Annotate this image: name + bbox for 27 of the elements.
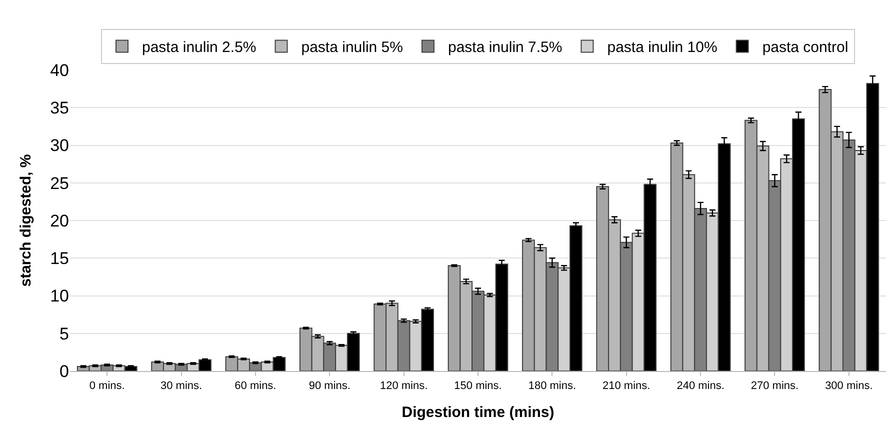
x-tick-label: 150 mins. bbox=[454, 380, 502, 392]
legend-label: pasta inulin 10% bbox=[607, 39, 718, 56]
x-axis-title: Digestion time (mins) bbox=[402, 404, 554, 422]
y-axis-title: starch digested, % bbox=[17, 154, 34, 287]
x-tick-label: 270 mins. bbox=[750, 380, 799, 392]
y-tick-label: 40 bbox=[50, 60, 69, 80]
x-tick-label: 180 mins. bbox=[528, 380, 576, 392]
x-tick-label: 90 mins. bbox=[308, 380, 350, 392]
y-tick-label: 15 bbox=[50, 249, 69, 268]
y-tick-label: 5 bbox=[60, 324, 69, 344]
legend-label: pasta inulin 5% bbox=[301, 39, 403, 56]
legend-label: pasta inulin 7.5% bbox=[448, 39, 562, 56]
y-tick-label: 30 bbox=[50, 136, 69, 156]
x-tick-label: 0 mins. bbox=[89, 380, 125, 392]
y-tick-label: 35 bbox=[50, 98, 69, 118]
x-tick-label: 210 mins. bbox=[602, 380, 650, 392]
x-tick-label: 240 mins. bbox=[676, 380, 724, 392]
x-tick-label: 120 mins. bbox=[380, 380, 428, 392]
y-tick-label: 0 bbox=[60, 362, 69, 381]
y-tick-label: 10 bbox=[50, 286, 69, 306]
x-tick-label: 300 mins. bbox=[825, 380, 873, 392]
y-tick-label: 20 bbox=[50, 211, 69, 230]
x-tick-label: 30 mins. bbox=[160, 380, 202, 392]
legend-label: pasta control bbox=[762, 39, 848, 56]
x-tick-label: 60 mins. bbox=[234, 380, 276, 392]
legend-label: pasta inulin 2.5% bbox=[142, 39, 256, 56]
y-tick-label: 25 bbox=[50, 174, 69, 193]
